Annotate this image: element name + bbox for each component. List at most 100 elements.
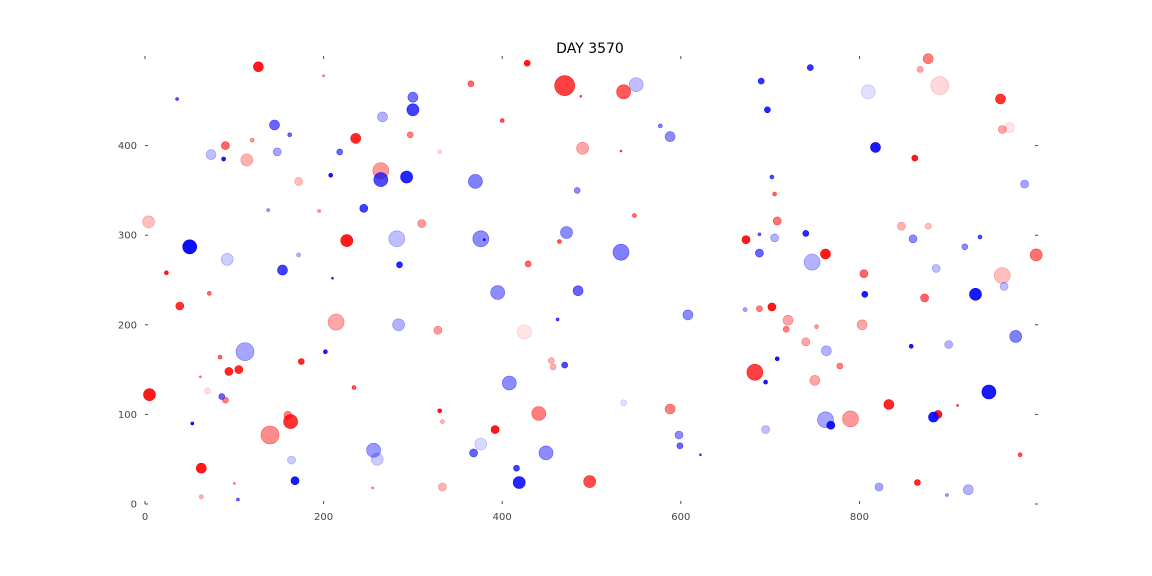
data-point-blue-106 bbox=[802, 230, 810, 237]
y-tick-label: 200 bbox=[118, 320, 137, 331]
data-point-red-123 bbox=[756, 305, 763, 313]
data-point-red-154 bbox=[499, 118, 505, 123]
x-tick-label: 800 bbox=[850, 512, 869, 523]
data-point-red-51 bbox=[517, 324, 532, 340]
data-point-blue-58 bbox=[323, 349, 328, 355]
data-point-blue-134 bbox=[774, 356, 780, 362]
data-point-red-158 bbox=[557, 239, 562, 244]
data-point-red-101 bbox=[997, 125, 1007, 134]
data-point-red-65 bbox=[222, 396, 229, 404]
data-point-blue-144 bbox=[981, 384, 997, 400]
data-point-blue-13 bbox=[221, 156, 226, 162]
data-point-blue-53 bbox=[235, 342, 255, 362]
data-point-red-48 bbox=[327, 313, 345, 331]
data-point-red-11 bbox=[221, 141, 230, 150]
data-point-red-87 bbox=[664, 403, 676, 415]
data-point-red-102 bbox=[1004, 122, 1015, 133]
data-point-blue-112 bbox=[861, 290, 869, 298]
data-point-blue-84 bbox=[512, 476, 526, 489]
data-point-blue-8 bbox=[175, 97, 179, 101]
data-point-red-24 bbox=[294, 177, 303, 186]
data-point-blue-52 bbox=[682, 309, 694, 321]
data-point-blue-10 bbox=[287, 132, 293, 138]
data-point-blue-108 bbox=[755, 248, 764, 258]
data-point-blue-21 bbox=[328, 172, 334, 178]
data-point-blue-98 bbox=[870, 142, 881, 153]
data-point-red-2 bbox=[554, 75, 576, 96]
data-point-red-5 bbox=[467, 80, 475, 88]
data-point-blue-61 bbox=[561, 361, 569, 369]
data-point-blue-160 bbox=[482, 238, 486, 241]
data-point-red-167 bbox=[956, 404, 959, 407]
data-point-red-133 bbox=[746, 363, 764, 381]
data-point-blue-151 bbox=[620, 399, 627, 407]
data-point-blue-103 bbox=[1020, 179, 1029, 189]
data-point-blue-29 bbox=[664, 131, 676, 142]
data-point-blue-6 bbox=[407, 91, 419, 103]
data-markers bbox=[142, 53, 1043, 502]
data-point-blue-20 bbox=[400, 170, 413, 184]
data-point-red-126 bbox=[782, 325, 790, 333]
data-point-blue-161 bbox=[757, 232, 762, 237]
data-point-blue-12 bbox=[205, 149, 217, 160]
data-point-blue-26 bbox=[468, 174, 483, 189]
data-point-blue-46 bbox=[490, 285, 506, 300]
data-point-red-57 bbox=[234, 365, 244, 374]
data-point-blue-88 bbox=[674, 430, 684, 440]
data-point-blue-22 bbox=[336, 148, 344, 156]
data-point-blue-19 bbox=[373, 172, 389, 187]
y-tick-label: 100 bbox=[118, 410, 137, 421]
data-point-red-169 bbox=[317, 209, 321, 213]
data-point-blue-9 bbox=[269, 119, 280, 131]
data-point-red-55 bbox=[297, 358, 305, 365]
data-point-red-175 bbox=[199, 494, 204, 500]
data-point-blue-146 bbox=[874, 482, 884, 492]
y-tick-label: 0 bbox=[131, 500, 137, 511]
data-point-red-104 bbox=[772, 191, 777, 197]
data-point-blue-76 bbox=[370, 452, 384, 466]
data-point-red-44 bbox=[175, 301, 185, 311]
data-point-blue-39 bbox=[220, 253, 234, 266]
data-point-red-172 bbox=[249, 137, 255, 143]
data-point-blue-80 bbox=[190, 421, 195, 426]
data-point-red-45 bbox=[207, 291, 212, 296]
data-point-blue-178 bbox=[945, 493, 949, 497]
data-point-red-177 bbox=[233, 482, 236, 485]
data-point-red-63 bbox=[143, 388, 156, 402]
data-point-red-176 bbox=[371, 486, 375, 490]
data-point-red-66 bbox=[351, 385, 357, 390]
data-point-red-81 bbox=[196, 462, 207, 474]
data-point-red-137 bbox=[836, 362, 844, 370]
data-point-red-124 bbox=[767, 302, 777, 312]
data-point-red-36 bbox=[632, 213, 637, 218]
data-point-red-69 bbox=[283, 414, 298, 429]
data-point-blue-77 bbox=[287, 455, 296, 465]
data-point-blue-150 bbox=[699, 453, 702, 457]
data-point-blue-163 bbox=[742, 307, 748, 312]
data-point-blue-49 bbox=[392, 318, 405, 332]
data-point-red-72 bbox=[531, 406, 547, 421]
data-point-red-60 bbox=[549, 363, 557, 371]
data-point-red-33 bbox=[340, 234, 354, 247]
data-point-blue-79 bbox=[538, 445, 554, 461]
data-point-red-16 bbox=[350, 133, 362, 144]
data-point-red-99 bbox=[911, 154, 919, 162]
data-point-red-27 bbox=[576, 142, 589, 155]
x-tick-label: 400 bbox=[493, 512, 512, 523]
data-point-red-147 bbox=[914, 479, 921, 486]
data-point-blue-83 bbox=[513, 464, 520, 472]
data-point-blue-32 bbox=[388, 230, 406, 248]
data-point-red-100 bbox=[995, 93, 1006, 105]
data-point-red-94 bbox=[922, 53, 934, 65]
data-point-red-23 bbox=[406, 131, 414, 139]
data-point-blue-117 bbox=[961, 243, 969, 251]
data-point-red-152 bbox=[579, 95, 583, 98]
data-point-blue-74 bbox=[474, 437, 488, 451]
y-tick-label: 300 bbox=[118, 231, 137, 242]
data-point-red-73 bbox=[490, 425, 500, 434]
data-point-blue-130 bbox=[908, 343, 914, 349]
x-tick-label: 0 bbox=[142, 512, 148, 523]
data-point-blue-148 bbox=[962, 484, 974, 496]
data-point-red-121 bbox=[1029, 248, 1043, 262]
data-point-blue-118 bbox=[969, 287, 982, 301]
